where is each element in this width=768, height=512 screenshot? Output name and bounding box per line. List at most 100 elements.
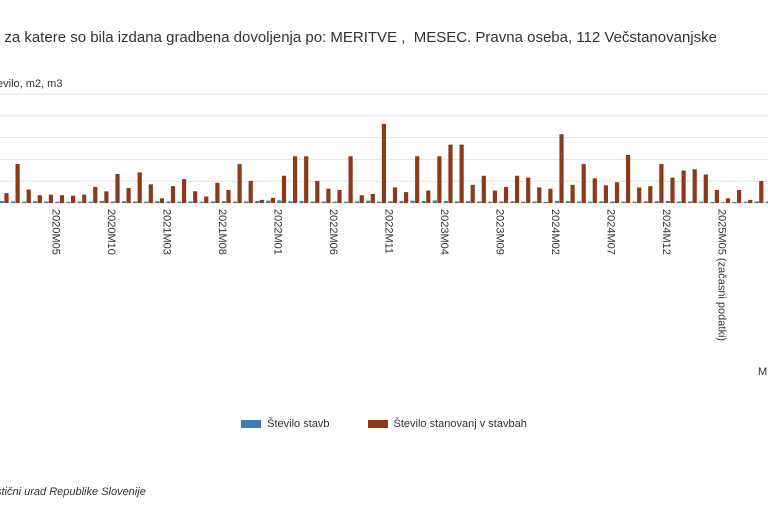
bar-stevilo-stanovanj[interactable]: [392, 187, 398, 203]
bar-stevilo-stanovanj[interactable]: [337, 190, 342, 203]
bar-stevilo-stavb[interactable]: [632, 201, 637, 203]
bar-stevilo-stanovanj[interactable]: [259, 199, 264, 203]
bar-stevilo-stanovanj[interactable]: [437, 156, 442, 203]
bar-stevilo-stanovanj[interactable]: [4, 193, 9, 203]
bar-stevilo-stavb[interactable]: [355, 201, 360, 203]
bar-stevilo-stavb[interactable]: [388, 201, 393, 203]
bar-stevilo-stanovanj[interactable]: [204, 196, 209, 203]
bar-stevilo-stavb[interactable]: [221, 201, 226, 203]
bar-stevilo-stanovanj[interactable]: [281, 175, 287, 203]
bar-stevilo-stanovanj[interactable]: [293, 156, 298, 203]
bar-stevilo-stanovanj[interactable]: [648, 186, 653, 203]
bar-stevilo-stanovanj[interactable]: [692, 169, 697, 203]
bar-stevilo-stavb[interactable]: [588, 201, 593, 203]
bar-stevilo-stanovanj[interactable]: [548, 188, 553, 203]
bar-stevilo-stavb[interactable]: [488, 201, 493, 203]
bar-stevilo-stanovanj[interactable]: [626, 154, 631, 203]
bar-stevilo-stanovanj[interactable]: [237, 164, 242, 203]
bar-stevilo-stavb[interactable]: [343, 201, 349, 203]
bar-stevilo-stanovanj[interactable]: [503, 186, 509, 203]
bar-stevilo-stanovanj[interactable]: [115, 173, 120, 203]
bar-stevilo-stanovanj[interactable]: [448, 144, 453, 203]
bar-stevilo-stanovanj[interactable]: [170, 186, 176, 203]
bar-stevilo-stavb[interactable]: [366, 200, 371, 203]
bar-stevilo-stavb[interactable]: [44, 201, 49, 203]
bar-stevilo-stavb[interactable]: [410, 200, 415, 203]
bar-stevilo-stanovanj[interactable]: [481, 175, 486, 203]
bar-stevilo-stanovanj[interactable]: [182, 179, 187, 203]
bar-stevilo-stavb[interactable]: [532, 201, 537, 203]
bar-stevilo-stavb[interactable]: [155, 201, 160, 203]
bar-stevilo-stavb[interactable]: [199, 201, 204, 203]
bar-stevilo-stanovanj[interactable]: [670, 177, 675, 203]
bar-stevilo-stanovanj[interactable]: [359, 195, 364, 203]
bar-stevilo-stavb[interactable]: [299, 200, 304, 203]
bar-stevilo-stavb[interactable]: [255, 200, 260, 203]
bar-stevilo-stavb[interactable]: [55, 201, 60, 203]
bar-stevilo-stanovanj[interactable]: [426, 190, 431, 203]
bar-stevilo-stanovanj[interactable]: [659, 164, 664, 203]
bar-stevilo-stanovanj[interactable]: [637, 187, 642, 203]
bar-stevilo-stavb[interactable]: [232, 201, 238, 203]
bar-stevilo-stanovanj[interactable]: [137, 172, 142, 203]
bar-stevilo-stanovanj[interactable]: [37, 195, 42, 203]
bar-stevilo-stanovanj[interactable]: [681, 170, 686, 203]
bar-stevilo-stavb[interactable]: [510, 201, 515, 203]
bar-stevilo-stanovanj[interactable]: [515, 175, 520, 203]
bar-stevilo-stanovanj[interactable]: [404, 192, 409, 203]
bar-stevilo-stavb[interactable]: [543, 201, 548, 203]
bar-stevilo-stanovanj[interactable]: [15, 164, 20, 203]
bar-stevilo-stavb[interactable]: [554, 200, 559, 203]
bar-stevilo-stanovanj[interactable]: [226, 190, 231, 203]
bar-stevilo-stanovanj[interactable]: [714, 190, 719, 203]
bar-stevilo-stavb[interactable]: [521, 201, 526, 203]
bar-stevilo-stanovanj[interactable]: [614, 182, 620, 203]
bar-stevilo-stavb[interactable]: [77, 201, 82, 203]
bar-stevilo-stavb[interactable]: [399, 200, 404, 203]
bar-stevilo-stavb[interactable]: [10, 201, 16, 203]
bar-stevilo-stavb[interactable]: [754, 201, 759, 203]
bar-stevilo-stanovanj[interactable]: [415, 156, 420, 203]
bar-stevilo-stavb[interactable]: [743, 201, 748, 203]
bar-stevilo-stavb[interactable]: [577, 201, 582, 203]
bar-stevilo-stanovanj[interactable]: [381, 123, 386, 203]
bar-stevilo-stavb[interactable]: [466, 201, 471, 203]
bar-stevilo-stanovanj[interactable]: [459, 144, 464, 203]
bar-stevilo-stanovanj[interactable]: [270, 197, 275, 203]
bar-stevilo-stanovanj[interactable]: [126, 187, 131, 203]
legend-item-stevilo-stavb[interactable]: Število stavb: [241, 418, 330, 430]
bar-stevilo-stavb[interactable]: [443, 200, 448, 203]
bar-stevilo-stanovanj[interactable]: [725, 198, 731, 203]
bar-stevilo-stavb[interactable]: [721, 202, 726, 203]
bar-stevilo-stavb[interactable]: [765, 201, 768, 203]
bar-stevilo-stanovanj[interactable]: [759, 180, 764, 203]
bar-stevilo-stavb[interactable]: [676, 201, 682, 203]
bar-stevilo-stavb[interactable]: [477, 201, 482, 203]
bar-stevilo-stanovanj[interactable]: [570, 184, 575, 203]
bar-stevilo-stavb[interactable]: [244, 201, 249, 203]
bar-stevilo-stanovanj[interactable]: [581, 164, 586, 203]
bar-stevilo-stavb[interactable]: [432, 200, 437, 203]
bar-stevilo-stavb[interactable]: [277, 200, 282, 203]
bar-stevilo-stavb[interactable]: [332, 201, 337, 203]
bar-stevilo-stavb[interactable]: [499, 201, 504, 203]
bar-stevilo-stavb[interactable]: [210, 201, 215, 203]
bar-stevilo-stanovanj[interactable]: [492, 190, 497, 203]
bar-stevilo-stavb[interactable]: [710, 201, 715, 203]
legend-item-stevilo-stanovanj[interactable]: Število stanovanj v stavbah: [367, 418, 527, 430]
bar-stevilo-stavb[interactable]: [732, 201, 737, 203]
bar-stevilo-stavb[interactable]: [688, 201, 693, 203]
bar-stevilo-stanovanj[interactable]: [82, 194, 87, 203]
bar-stevilo-stavb[interactable]: [0, 200, 4, 203]
bar-stevilo-stanovanj[interactable]: [603, 185, 608, 203]
bar-stevilo-stavb[interactable]: [266, 200, 271, 203]
bar-stevilo-stanovanj[interactable]: [248, 180, 253, 203]
bar-stevilo-stavb[interactable]: [610, 201, 615, 203]
bar-stevilo-stavb[interactable]: [321, 201, 326, 203]
bar-stevilo-stanovanj[interactable]: [537, 187, 542, 203]
bar-stevilo-stavb[interactable]: [377, 201, 382, 203]
bar-stevilo-stavb[interactable]: [166, 201, 171, 203]
bar-stevilo-stanovanj[interactable]: [59, 195, 65, 203]
bar-stevilo-stavb[interactable]: [621, 201, 626, 203]
bar-stevilo-stanovanj[interactable]: [304, 156, 309, 203]
